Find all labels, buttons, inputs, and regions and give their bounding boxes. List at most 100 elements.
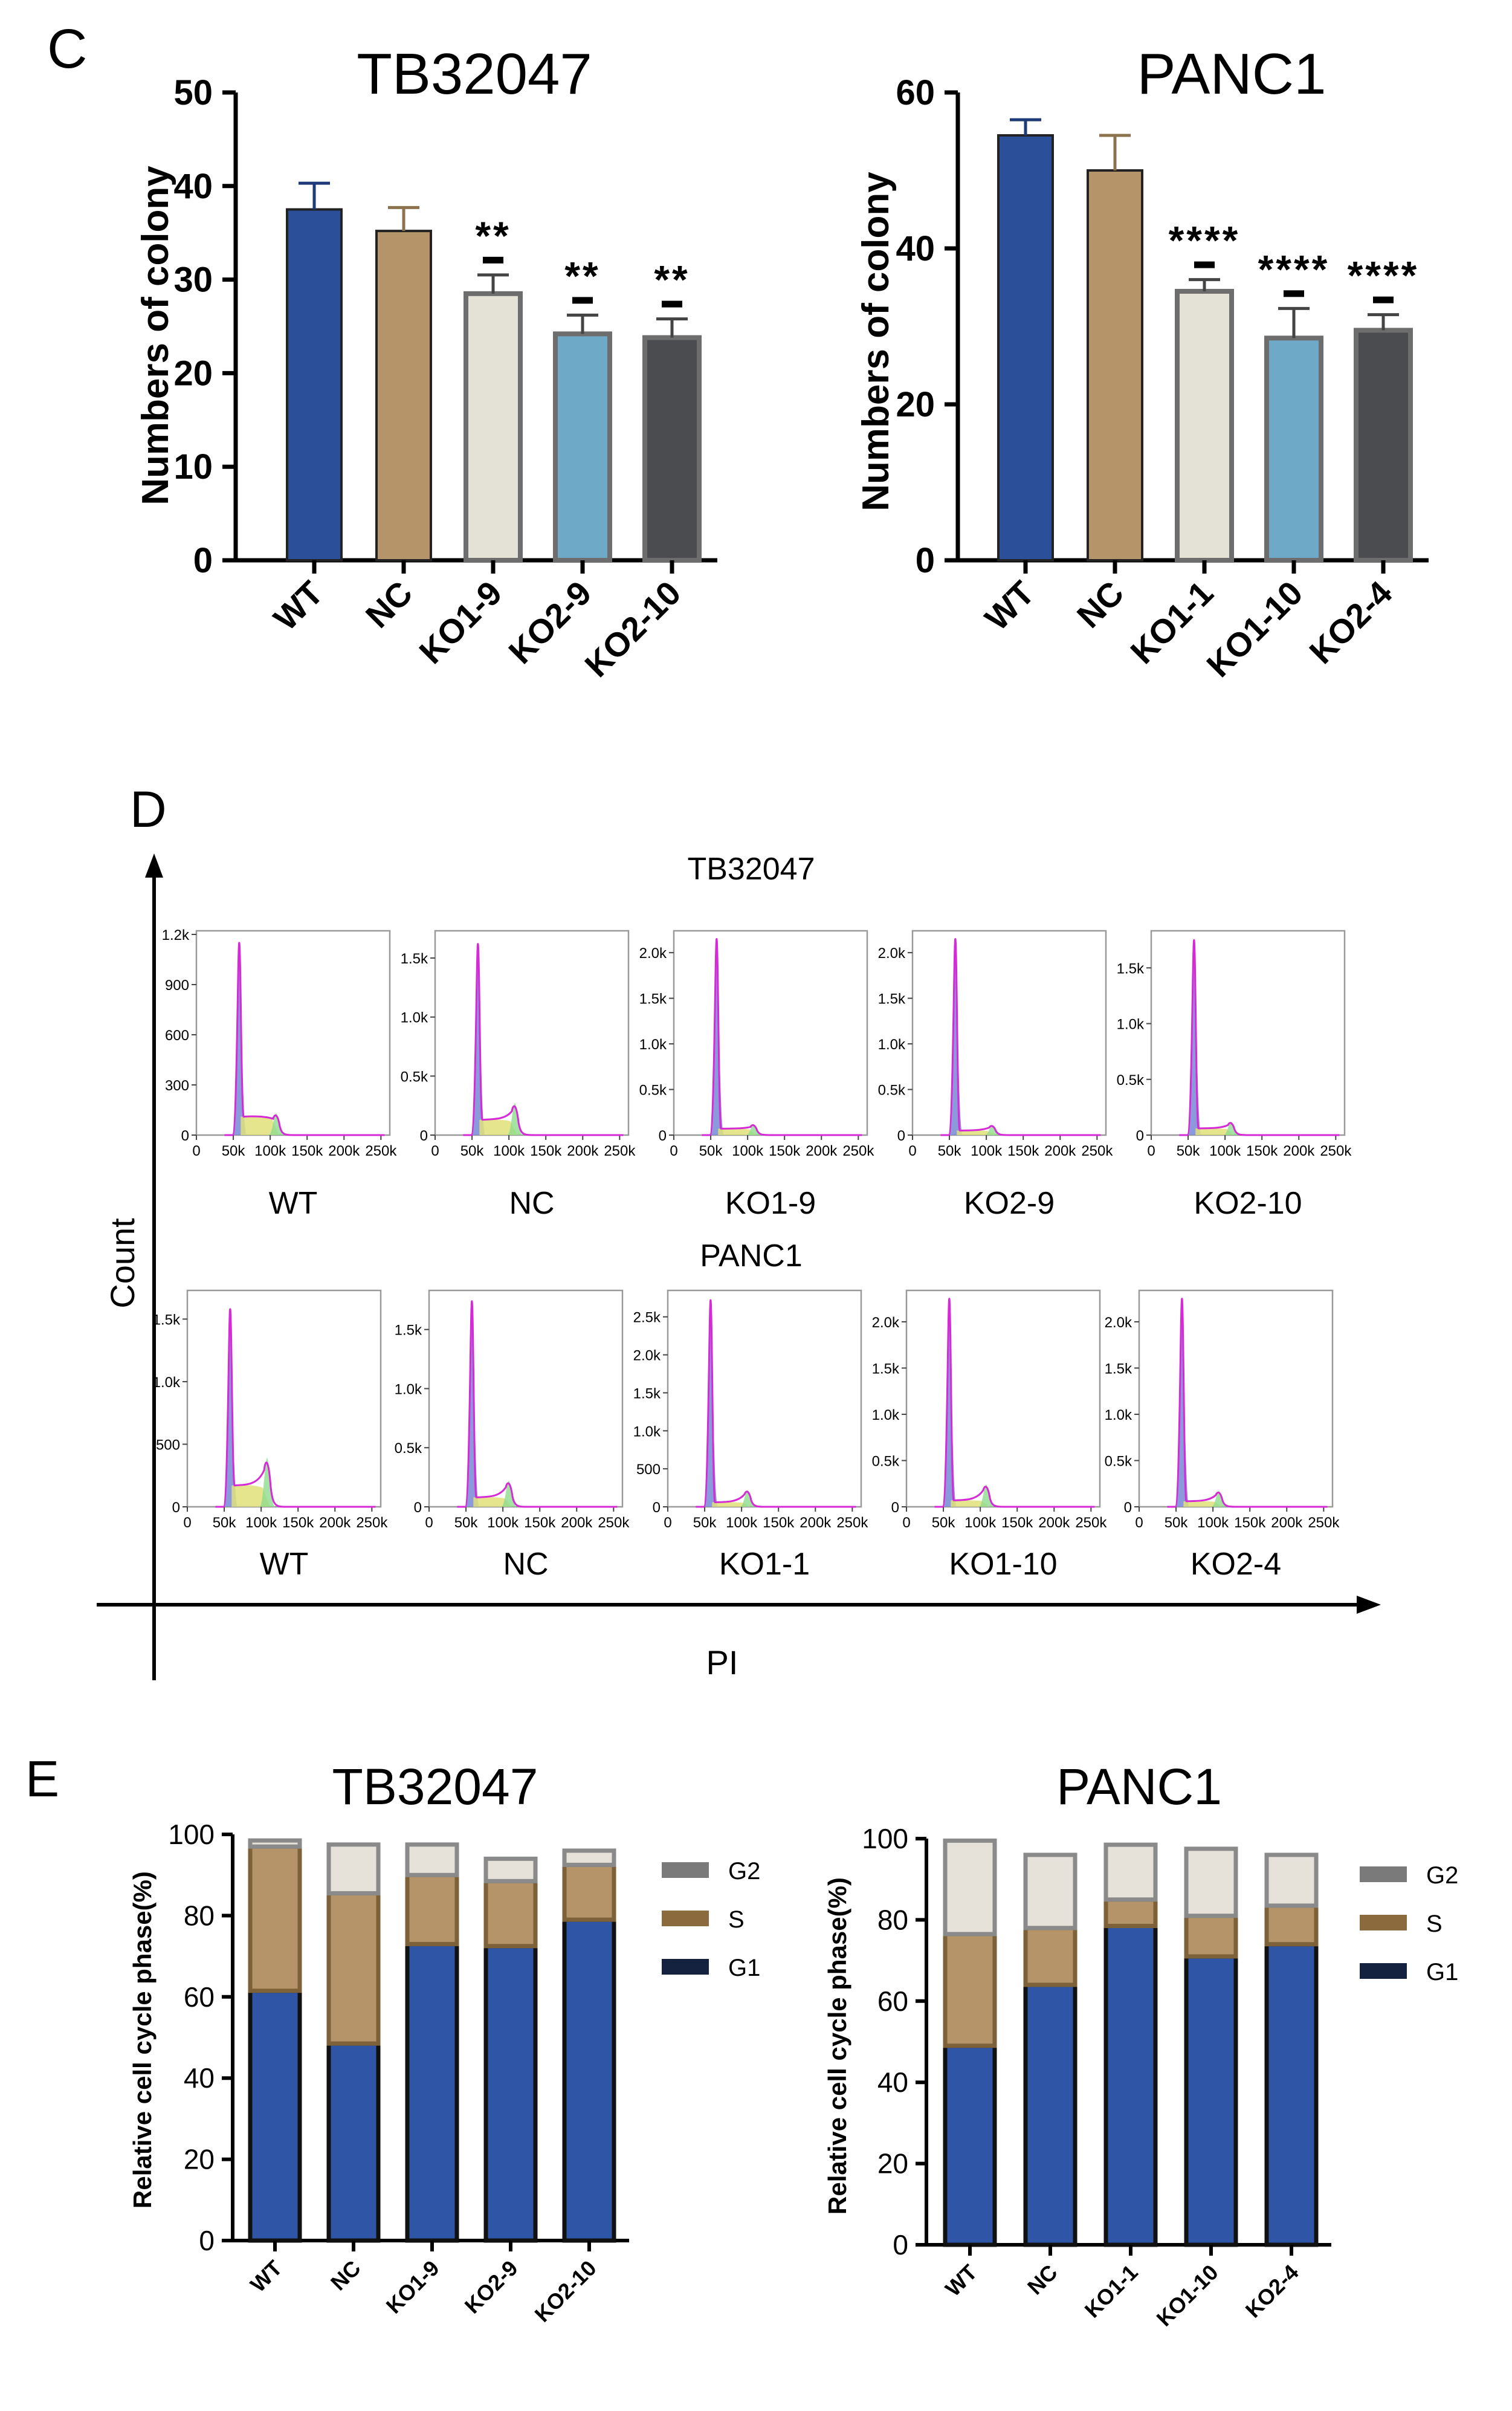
legend-label-S: S (728, 1906, 745, 1933)
segment-G2-KO1-10 (1184, 1846, 1238, 1918)
significance-dash-KO2-4 (1373, 296, 1394, 303)
y-tick-label: 60 (896, 73, 935, 112)
x-tick-label: 50k (1177, 1143, 1201, 1159)
histogram-line-NC (457, 1300, 618, 1508)
significance-dash-KO2-10 (662, 300, 682, 308)
histogram-line-KO2-10 (1179, 939, 1340, 1136)
cell-cycle-chart-panc1: PANC1 Relative cell cycle phase(%) 0 20 40… (823, 1758, 1458, 2331)
x-tick-label: 100k (487, 1515, 519, 1531)
segment-G1-KO1-9 (405, 1941, 459, 2243)
x-tick-label: 100k (971, 1143, 1003, 1159)
panel-label-c: C (47, 18, 87, 80)
x-tick-label: 0 (425, 1515, 433, 1531)
histogram-line-KO1-1 (696, 1299, 856, 1508)
x-tick-label-NC: NC (1023, 2260, 1062, 2300)
sample-label-NC: NC (509, 1186, 554, 1221)
y-axis-label: Relative cell cycle phase(%) (823, 1877, 851, 2215)
x-tick-label: 50k (938, 1143, 962, 1159)
x-tick-label: 100k (1197, 1515, 1229, 1531)
y-tick-label: 100 (168, 1819, 215, 1850)
y-tick-label: 2.0k (1105, 1315, 1132, 1331)
legend-swatch-S (662, 1911, 709, 1926)
chart-title: PANC1 (1137, 42, 1326, 106)
x-tick-label: 200k (806, 1143, 838, 1159)
x-tick-label: 0 (431, 1143, 439, 1159)
y-axis-label: Numbers of colony (855, 172, 897, 511)
histogram-frame-KO2-4 (1138, 1289, 1334, 1508)
y-tick-label: 100 (862, 1823, 908, 1854)
histogram-frame-KO1-10 (905, 1289, 1101, 1508)
y-tick-label: 1.0k (153, 1374, 181, 1391)
s-phase-fill-WT (231, 1485, 270, 1507)
x-axis-arrow-head (1357, 1596, 1381, 1614)
segment-G2-KO1-1 (1103, 1842, 1158, 1902)
s-phase-fill-KO2-9 (957, 1130, 995, 1135)
x-tick-label: 150k (530, 1143, 562, 1159)
sample-label-KO2-9: KO2-9 (964, 1186, 1055, 1221)
bar-NC (1087, 169, 1143, 561)
segment-G2-KO2-10 (562, 1848, 616, 1867)
segment-G1-KO2-9 (483, 1944, 538, 2243)
y-tick-label: 1.0k (872, 1407, 900, 1423)
sample-label-WT: WT (269, 1186, 318, 1221)
y-tick-label: 500 (156, 1437, 180, 1453)
y-tick-label: 1.5k (639, 991, 667, 1008)
histogram-frame-KO1-9 (673, 930, 868, 1136)
y-tick-label: 20 (877, 2148, 908, 2180)
x-tick-label-KO1-10: KO1-10 (1199, 574, 1310, 684)
y-tick-label: 0.5k (395, 1440, 422, 1457)
x-tick-label: 150k (1001, 1515, 1033, 1531)
s-phase-fill-KO1-1 (712, 1502, 751, 1507)
x-tick-label-WT: WT (977, 574, 1041, 638)
x-tick-label: 200k (800, 1515, 832, 1531)
y-tick-label: 900 (165, 977, 189, 994)
legend-label-G2: G2 (1426, 1862, 1458, 1889)
x-tick-label: 250k (1081, 1143, 1113, 1159)
bar-KO1-1 (1175, 288, 1234, 563)
s-phase-fill-KO2-4 (1183, 1501, 1222, 1507)
segment-G2-WT (248, 1838, 302, 1849)
x-tick-label-NC: NC (326, 2256, 366, 2296)
sample-label-KO1-1: KO1-1 (719, 1547, 810, 1582)
x-tick-label: 250k (1075, 1515, 1107, 1531)
y-tick-label: 0 (916, 541, 935, 580)
x-tick-label: 100k (493, 1143, 525, 1159)
s-phase-fill-NC (479, 1119, 518, 1135)
y-axis-label: Relative cell cycle phase(%) (128, 1871, 157, 2209)
s-phase-fill-WT (241, 1116, 279, 1135)
x-tick-label: 100k (726, 1515, 758, 1531)
x-tick-label: 200k (1283, 1143, 1315, 1159)
segment-G2-KO2-9 (483, 1856, 538, 1883)
histogram-line-KO2-9 (940, 938, 1101, 1136)
segment-G1-KO1-10 (1184, 1954, 1238, 2247)
y-axis-label: Numbers of colony (135, 166, 176, 505)
segment-G1-NC (326, 2041, 381, 2243)
segment-G1-KO2-10 (562, 1917, 616, 2243)
segment-S-KO2-9 (483, 1879, 538, 1949)
y-tick-label: 0 (659, 1128, 667, 1144)
y-tick-label: 0 (172, 1500, 180, 1516)
x-tick-label: 200k (561, 1515, 593, 1531)
bar-NC (375, 230, 432, 561)
y-tick-label: 40 (896, 229, 935, 268)
cell-cycle-chart-tb32047: TB32047 Relative cell cycle phase(%) 0 20… (128, 1758, 760, 2327)
significance-KO1-9: ** (475, 213, 511, 258)
segment-S-WT (248, 1844, 302, 1993)
chart-title: TB32047 (332, 1758, 538, 1815)
bar-KO1-10 (1264, 335, 1323, 563)
histogram-frame-KO2-9 (911, 930, 1107, 1136)
segment-S-WT (943, 1932, 997, 2048)
legend-label-G1: G1 (1426, 1959, 1458, 1985)
y-tick-label: 1.0k (639, 1037, 667, 1053)
bar-WT (997, 134, 1054, 561)
y-tick-label: 0 (420, 1128, 428, 1144)
segment-S-KO1-10 (1184, 1914, 1238, 1959)
histogram-line-NC (463, 943, 624, 1136)
y-tick-label: 10 (173, 447, 213, 487)
segment-S-NC (1023, 1926, 1077, 1987)
panel-label-d: D (130, 781, 167, 838)
x-tick-label: 50k (932, 1515, 956, 1531)
x-tick-label: 100k (964, 1515, 997, 1531)
y-tick-label: 0 (1124, 1500, 1132, 1516)
